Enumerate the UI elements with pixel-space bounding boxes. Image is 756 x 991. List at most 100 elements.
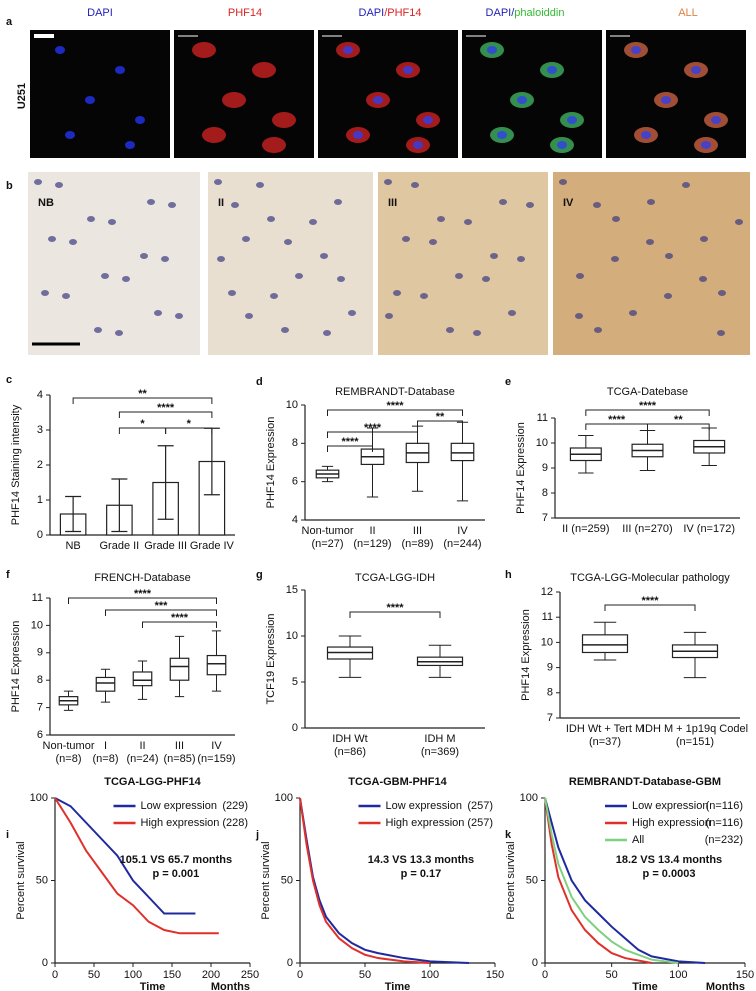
annotation: p = 0.0003 bbox=[643, 868, 696, 880]
cell bbox=[413, 141, 423, 149]
cell-line-label: U251 bbox=[16, 83, 28, 109]
nucleus bbox=[228, 290, 236, 296]
nucleus bbox=[231, 202, 239, 208]
nucleus bbox=[393, 290, 401, 296]
legend-label: All bbox=[632, 834, 644, 846]
column-label: DAPI bbox=[87, 7, 113, 19]
nucleus bbox=[420, 293, 428, 299]
legend-label: Low expression bbox=[141, 800, 217, 812]
legend-label: High expression bbox=[141, 817, 220, 829]
significance-bracket bbox=[72, 397, 213, 404]
whisker-min bbox=[578, 460, 594, 474]
nucleus bbox=[455, 273, 463, 279]
y-tick-label: 9 bbox=[547, 662, 553, 674]
y-tick-label: 0 bbox=[287, 957, 293, 969]
x-tick-label: NB bbox=[65, 540, 80, 552]
nucleus bbox=[267, 216, 275, 222]
nucleus bbox=[700, 236, 708, 242]
y-axis-label: PHF14 Expression bbox=[520, 609, 532, 701]
nucleus bbox=[309, 219, 317, 225]
significance-bracket bbox=[327, 431, 418, 438]
significance-label: **** bbox=[386, 400, 404, 412]
x-tick-label: 150 bbox=[163, 969, 181, 981]
nucleus bbox=[337, 276, 345, 282]
survival-curve bbox=[544, 797, 652, 964]
nucleus bbox=[664, 293, 672, 299]
panel-label: f bbox=[6, 569, 10, 581]
nucleus bbox=[295, 273, 303, 279]
box bbox=[95, 676, 116, 692]
y-tick-label: 0 bbox=[292, 722, 298, 734]
nucleus bbox=[87, 216, 95, 222]
cell bbox=[373, 96, 383, 104]
cell bbox=[487, 46, 497, 54]
legend-label: High expression bbox=[632, 817, 711, 829]
error-bar bbox=[157, 445, 174, 520]
significance-label: **** bbox=[134, 588, 152, 600]
whisker-min bbox=[211, 674, 222, 692]
y-tick-label: 10 bbox=[31, 619, 43, 631]
nucleus bbox=[682, 182, 690, 188]
cell bbox=[272, 112, 296, 128]
column-label-part: PHF14 bbox=[228, 7, 262, 19]
nucleus bbox=[665, 253, 673, 259]
nucleus bbox=[55, 182, 63, 188]
y-tick-label: 8 bbox=[542, 487, 548, 499]
cell bbox=[262, 137, 286, 153]
nucleus bbox=[140, 253, 148, 259]
nucleus bbox=[348, 310, 356, 316]
column-label: ALL bbox=[678, 7, 698, 19]
x-tick-sublabel: (n=369) bbox=[421, 746, 459, 758]
y-tick-label: 100 bbox=[30, 792, 48, 804]
y-tick-label: 7 bbox=[547, 712, 553, 724]
nucleus bbox=[717, 330, 725, 336]
significance-label: **** bbox=[639, 400, 657, 412]
nucleus bbox=[270, 293, 278, 299]
panel-label: d bbox=[256, 376, 263, 388]
column-label-part: /PHF14 bbox=[384, 7, 421, 19]
y-tick-label: 50 bbox=[36, 874, 48, 886]
significance-label: * bbox=[140, 418, 145, 430]
x-tick-label: 100 bbox=[421, 969, 439, 981]
nucleus bbox=[699, 276, 707, 282]
chart-title: REMBRANDT-Database-GBM bbox=[569, 776, 721, 788]
y-tick-label: 50 bbox=[281, 874, 293, 886]
x-tick-sublabel: (n=24) bbox=[126, 753, 158, 765]
nucleus bbox=[320, 253, 328, 259]
y-axis-label: Percent survival bbox=[15, 841, 27, 919]
chart-title: REMBRANDT-Database bbox=[335, 386, 455, 398]
nucleus bbox=[69, 239, 77, 245]
significance-bracket bbox=[118, 411, 213, 418]
x-tick-label: IV bbox=[211, 740, 222, 752]
x-tick-sublabel: (n=37) bbox=[589, 736, 621, 748]
nucleus bbox=[499, 199, 507, 205]
nucleus bbox=[161, 256, 169, 262]
x-tick-label: IDH M + 1p19q Codel bbox=[642, 723, 748, 735]
y-tick-label: 50 bbox=[526, 874, 538, 886]
nucleus bbox=[281, 327, 289, 333]
cell bbox=[222, 92, 246, 108]
annotation: 105.1 VS 65.7 months bbox=[120, 854, 233, 866]
panel-label: b bbox=[6, 180, 13, 192]
whisker-max bbox=[174, 635, 185, 659]
y-tick-label: 0 bbox=[532, 957, 538, 969]
legend-count: (n=116) bbox=[706, 800, 743, 812]
y-axis-label: PHF14 Expression bbox=[10, 621, 22, 713]
x-tick-sublabel: (n=8) bbox=[93, 753, 119, 765]
nucleus bbox=[242, 236, 250, 242]
nucleus bbox=[245, 313, 253, 319]
y-tick-label: 8 bbox=[292, 437, 298, 449]
nucleus bbox=[334, 199, 342, 205]
x-tick-sublabel: (n=151) bbox=[676, 736, 714, 748]
survival-curve bbox=[299, 797, 431, 964]
significance-bracket bbox=[349, 611, 441, 618]
column-label: PHF14 bbox=[228, 7, 262, 19]
x-tick-label: II (n=259) bbox=[562, 523, 609, 535]
nucleus bbox=[34, 179, 42, 185]
panel-label: k bbox=[505, 829, 512, 841]
x-tick-label: Non-tumor bbox=[43, 740, 95, 752]
chart-title: TCGA-GBM-PHF14 bbox=[348, 776, 447, 788]
significance-bracket bbox=[327, 409, 463, 416]
x-tick-label: I bbox=[104, 740, 107, 752]
